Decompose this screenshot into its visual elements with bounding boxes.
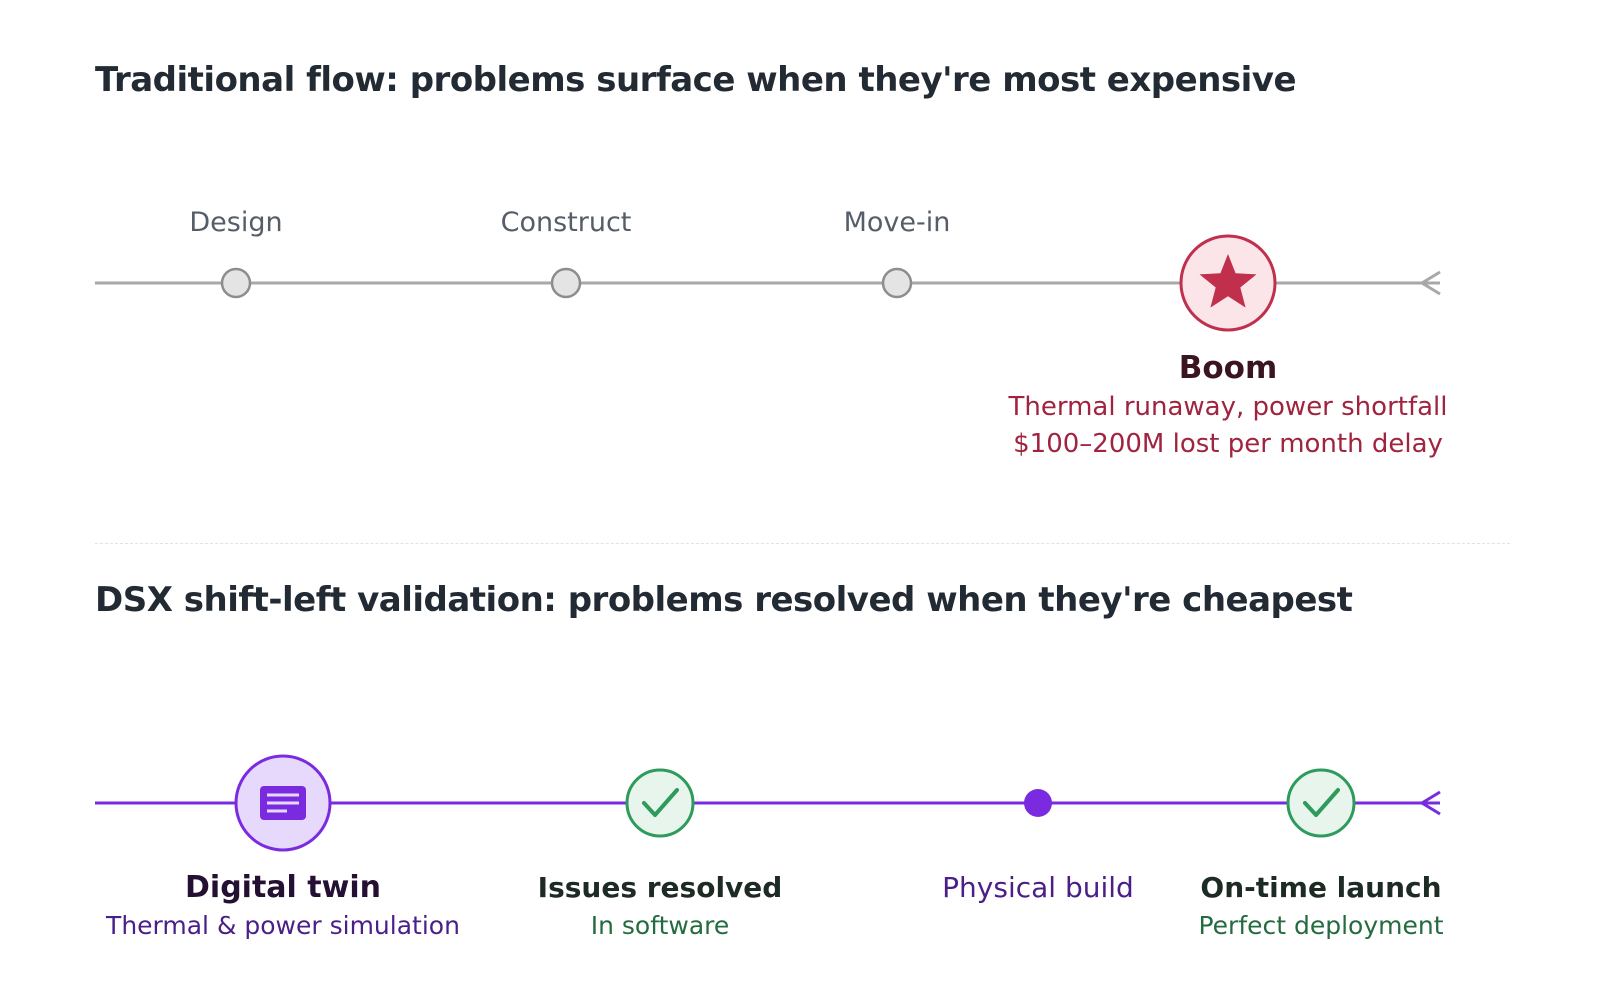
on-time-launch-node	[1286, 768, 1356, 838]
digital-twin-node	[234, 754, 332, 852]
stage-label-move-in: Move-in	[844, 207, 951, 238]
issues-resolved-circle	[625, 768, 695, 838]
stage-label-on-time-launch: On-time launch	[1200, 871, 1441, 904]
check-icon	[642, 788, 679, 817]
on-time-launch-circle	[1286, 768, 1356, 838]
stage-label-digital-twin: Digital twin	[185, 870, 381, 905]
section-divider	[95, 543, 1510, 544]
traditional-arrowhead-icon	[1419, 270, 1441, 296]
boom-detail-line2: $100–200M lost per month delay	[1013, 429, 1443, 459]
check-icon	[1303, 788, 1340, 817]
boom-node	[1179, 234, 1277, 332]
boom-detail-line1: Thermal runaway, power shortfall	[1007, 392, 1447, 422]
shift-left-timeline: Digital twin Thermal & power simulation …	[95, 754, 1444, 940]
stage-node-design	[220, 267, 252, 299]
stage-label-construct: Construct	[501, 207, 632, 238]
stage-sub-on-time-launch: Perfect deployment	[1198, 911, 1443, 940]
stage-label-design: Design	[189, 207, 282, 238]
shift-left-title: DSX shift-left validation: problems reso…	[95, 580, 1353, 620]
traditional-flow-title: Traditional flow: problems surface when …	[95, 60, 1297, 100]
issues-resolved-node	[625, 768, 695, 838]
stage-label-issues-resolved: Issues resolved	[538, 871, 783, 904]
stage-node-move-in	[881, 267, 913, 299]
dot-icon	[1024, 789, 1052, 817]
stage-label-physical-build: Physical build	[942, 871, 1134, 904]
stage-sub-issues-resolved: In software	[591, 911, 730, 940]
stage-sub-digital-twin: Thermal & power simulation	[105, 911, 460, 940]
star-icon	[1199, 254, 1257, 308]
document-icon	[260, 786, 306, 820]
traditional-timeline: Design Construct Move-in Boom Thermal ru…	[95, 207, 1448, 459]
boom-label: Boom	[1179, 350, 1278, 386]
stage-node-construct	[550, 267, 582, 299]
shift-left-arrowhead-icon	[1419, 790, 1441, 816]
